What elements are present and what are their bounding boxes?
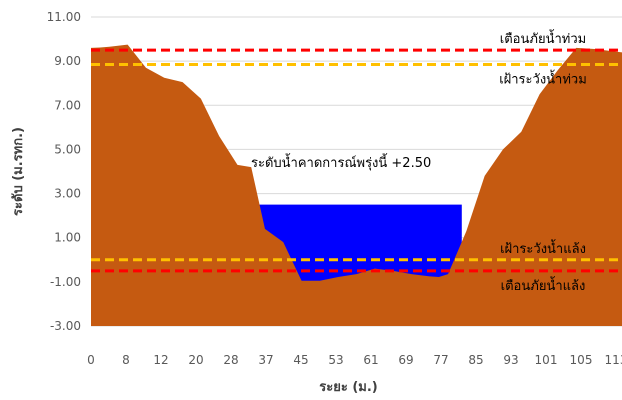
x-tick-label: 85	[468, 353, 483, 367]
x-tick-label: 8	[122, 353, 130, 367]
reference-line-label: เฝ้าระวังน้ำท่วม	[499, 69, 587, 87]
x-tick-label: 28	[223, 353, 238, 367]
reference-lines	[91, 48, 622, 273]
terrain-series	[91, 44, 622, 326]
x-tick-label: 77	[433, 353, 448, 367]
x-tick-label: 20	[188, 353, 203, 367]
y-tick-label: 3.00	[54, 187, 81, 201]
y-axis-title: ระดับ (ม.รทก.)	[11, 127, 26, 216]
x-axis-title: ระยะ (ม.)	[319, 380, 377, 395]
forecast-annotation: ระดับน้ำคาดการณ์พรุ่งนี้ +2.50	[251, 153, 431, 171]
x-tick-label: 61	[363, 353, 378, 367]
x-tick-label: 12	[153, 353, 168, 367]
reference-line-label: เตือนภัยน้ำแล้ง	[501, 276, 586, 294]
y-tick-label: -1.00	[50, 275, 81, 289]
x-tick-label: 69	[398, 353, 413, 367]
y-tick-label: 7.00	[54, 98, 81, 112]
x-tick-label: 45	[293, 353, 308, 367]
x-tick-label: 101	[535, 353, 558, 367]
y-tick-label: 11.00	[47, 10, 81, 24]
axes: -3.00 -1.00 1.00 3.00 5.00 7.00 9.00 11.00 0 8 12 2…	[11, 10, 622, 395]
y-tick-label: 5.00	[54, 142, 81, 156]
x-tick-label: 113	[605, 353, 622, 367]
reference-line-label: เตือนภัยน้ำท่วม	[500, 29, 586, 47]
y-tick-label: -3.00	[50, 319, 81, 333]
y-tick-label: 1.00	[54, 231, 81, 245]
terrain-area	[91, 44, 622, 326]
x-tick-label: 37	[258, 353, 273, 367]
labels: เตือนภัยน้ำท่วมเฝ้าระวังน้ำท่วมเฝ้าระวัง…	[251, 29, 587, 294]
reference-line-label: เฝ้าระวังน้ำแล้ง	[500, 239, 586, 257]
x-tick-label: 53	[328, 353, 343, 367]
y-tick-label: 9.00	[54, 54, 81, 68]
x-tick-label: 0	[87, 353, 95, 367]
x-tick-label: 93	[503, 353, 518, 367]
x-tick-label: 105	[570, 353, 593, 367]
